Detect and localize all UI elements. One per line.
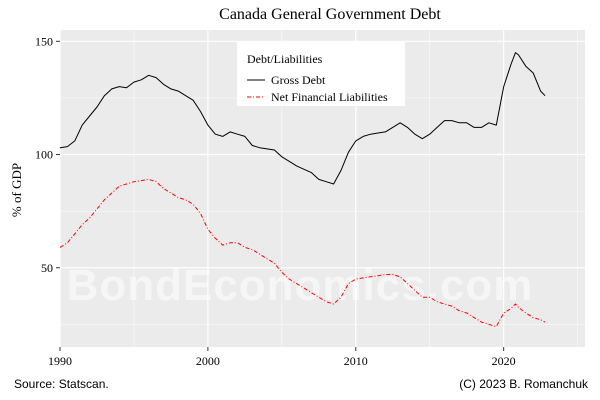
legend: Debt/Liabilities Gross Debt Net Financia… [237, 42, 405, 106]
y-tick-label: 100 [35, 148, 53, 162]
copyright-caption: (C) 2023 B. Romanchuk [459, 377, 589, 391]
x-tick-label: 2020 [492, 354, 516, 368]
chart-title: Canada General Government Debt [219, 6, 441, 23]
major-gridlines [59, 30, 585, 347]
x-tick-label: 1990 [48, 354, 72, 368]
legend-box [237, 42, 405, 106]
legend-label-gross-debt: Gross Debt [271, 73, 326, 87]
legend-label-net-financial-liabilities: Net Financial Liabilities [271, 90, 388, 104]
series-layer [59, 52, 546, 328]
source-caption: Source: Statscan. [14, 377, 109, 391]
legend-title: Debt/Liabilities [247, 52, 323, 66]
x-axis-ticks: 1990 2000 2010 2020 [48, 347, 516, 368]
y-axis-title: % of GDP [9, 163, 24, 217]
watermark: BondEconomics.com [67, 261, 534, 310]
y-tick-label: 150 [35, 34, 53, 48]
series-line-gross-debt [59, 52, 546, 185]
x-tick-label: 2010 [344, 354, 368, 368]
series-line-net-financial-liabilities [59, 178, 546, 328]
x-tick-label: 2000 [196, 354, 220, 368]
y-axis-ticks: 50 100 150 [35, 34, 60, 275]
y-tick-label: 50 [41, 261, 53, 275]
